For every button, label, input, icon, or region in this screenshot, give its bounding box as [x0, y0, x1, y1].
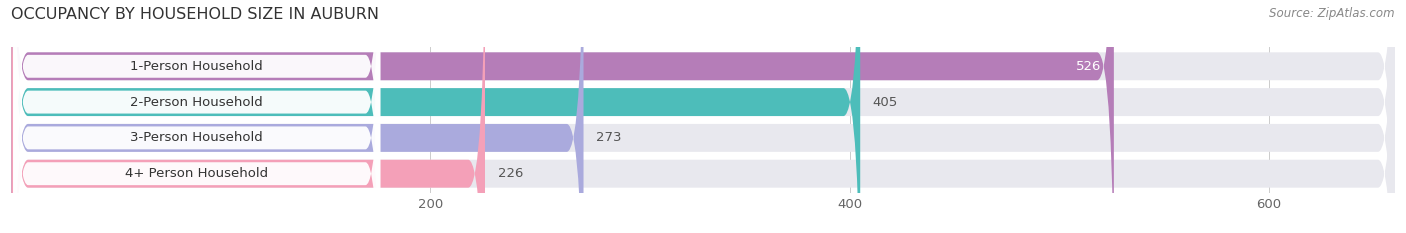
FancyBboxPatch shape: [13, 0, 380, 233]
FancyBboxPatch shape: [11, 0, 1395, 233]
Text: 4+ Person Household: 4+ Person Household: [125, 167, 269, 180]
FancyBboxPatch shape: [13, 0, 380, 233]
FancyBboxPatch shape: [11, 0, 860, 233]
FancyBboxPatch shape: [11, 0, 485, 233]
FancyBboxPatch shape: [11, 0, 1114, 233]
FancyBboxPatch shape: [11, 0, 1395, 233]
FancyBboxPatch shape: [13, 0, 380, 233]
Text: 273: 273: [596, 131, 621, 144]
Text: 3-Person Household: 3-Person Household: [131, 131, 263, 144]
Text: 405: 405: [873, 96, 898, 109]
FancyBboxPatch shape: [11, 0, 1395, 233]
FancyBboxPatch shape: [11, 0, 1395, 233]
Text: Source: ZipAtlas.com: Source: ZipAtlas.com: [1270, 7, 1395, 20]
Text: 526: 526: [1076, 60, 1101, 73]
FancyBboxPatch shape: [11, 0, 583, 233]
Text: 2-Person Household: 2-Person Household: [131, 96, 263, 109]
Text: 226: 226: [498, 167, 523, 180]
Text: OCCUPANCY BY HOUSEHOLD SIZE IN AUBURN: OCCUPANCY BY HOUSEHOLD SIZE IN AUBURN: [11, 7, 380, 22]
FancyBboxPatch shape: [13, 0, 380, 233]
Text: 1-Person Household: 1-Person Household: [131, 60, 263, 73]
